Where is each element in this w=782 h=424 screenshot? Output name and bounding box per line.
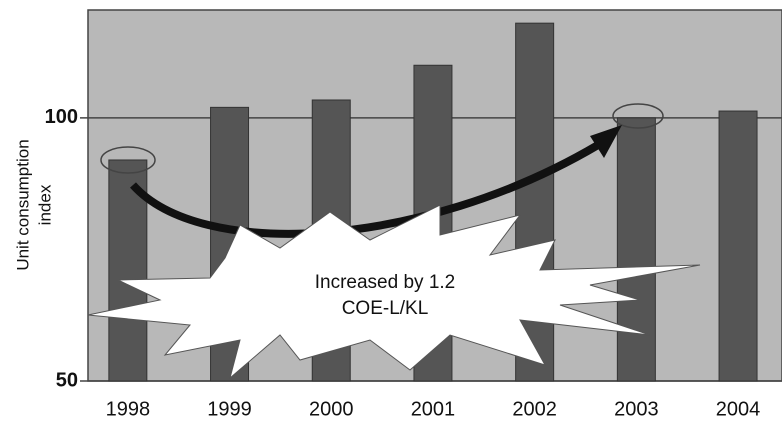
y-axis-label: index <box>35 184 54 225</box>
y-tick-label: 100 <box>45 106 78 128</box>
annotation: Increased by 1.2 <box>315 272 455 293</box>
annotation: COE-L/KL <box>342 298 429 319</box>
bar <box>719 111 757 381</box>
x-tick-label: 2003 <box>614 398 659 420</box>
y-tick-label: 50 <box>56 369 78 391</box>
x-tick-label: 1999 <box>207 398 252 420</box>
y-axis-label: Unit consumption <box>13 139 32 270</box>
chart: Increased by 1.2 COE-L/KL Unit consumpti… <box>0 0 782 424</box>
x-tick-label: 1998 <box>106 398 151 420</box>
x-tick-label: 2001 <box>411 398 456 420</box>
x-tick-label: 2000 <box>309 398 354 420</box>
bar <box>617 118 655 381</box>
x-tick-label: 2002 <box>512 398 557 420</box>
x-tick-label: 2004 <box>716 398 761 420</box>
